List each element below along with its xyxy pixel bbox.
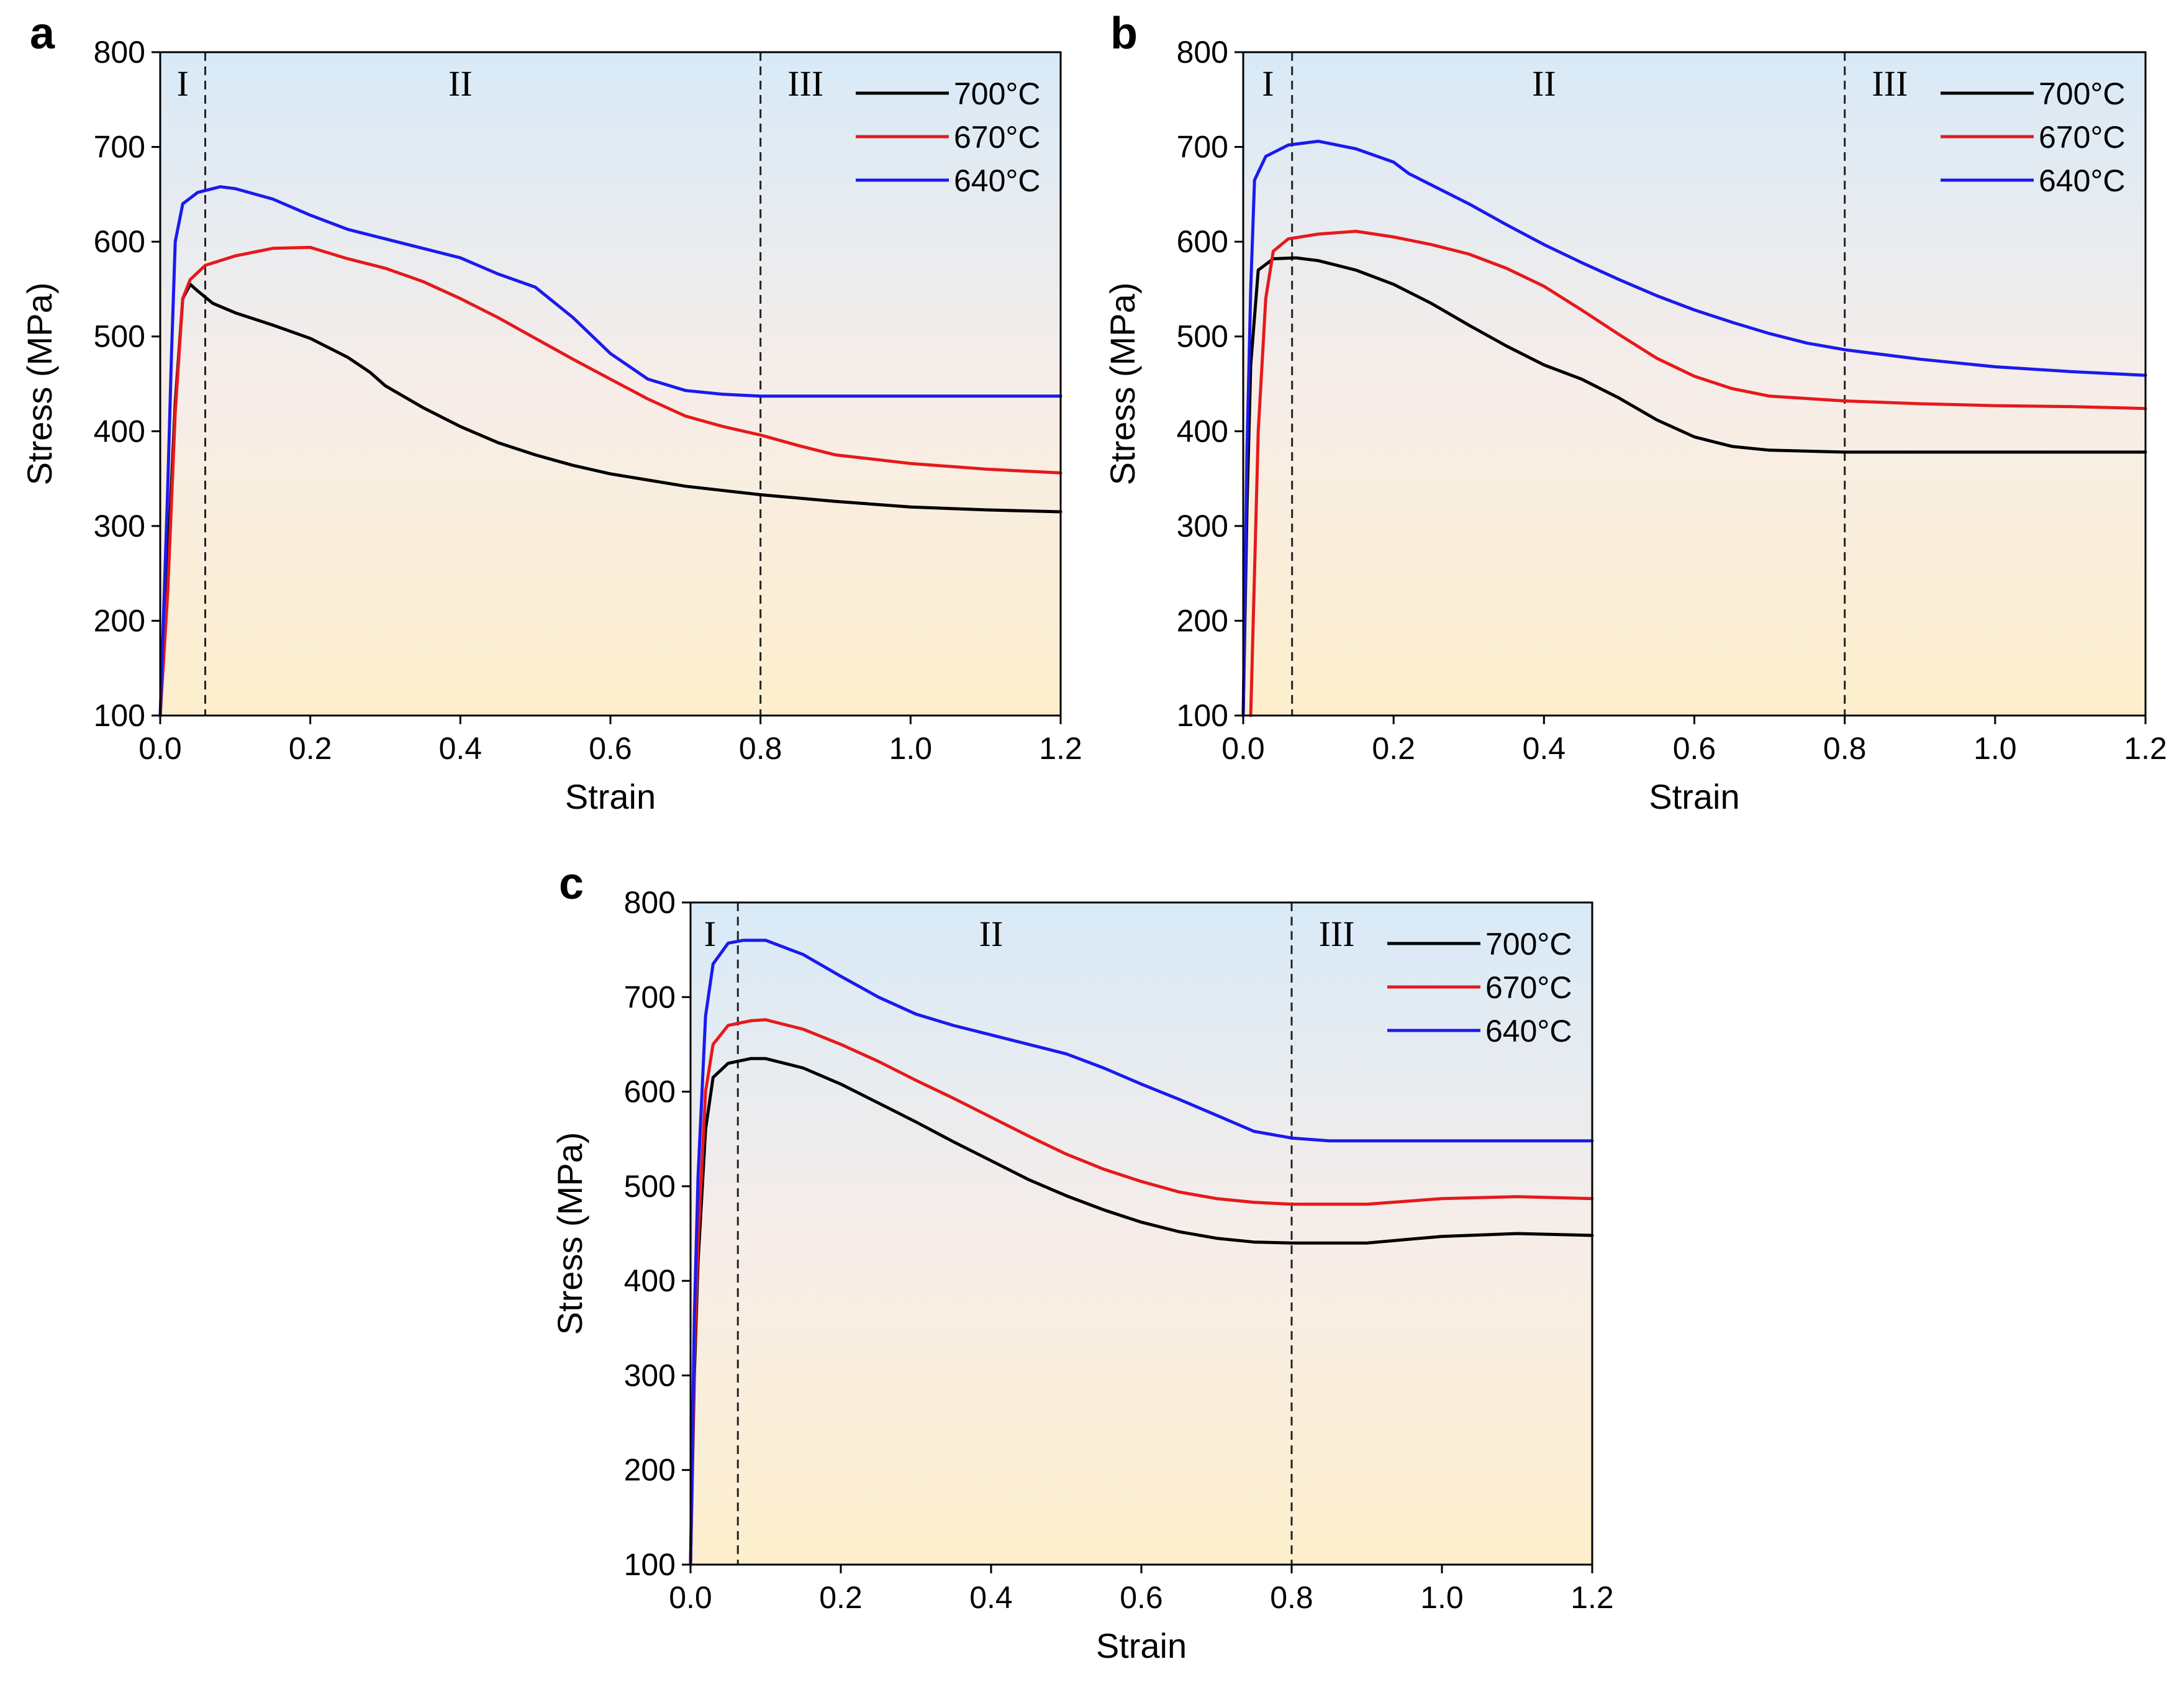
series-line <box>1249 229 2147 717</box>
x-tick-label: 0.6 <box>589 731 632 766</box>
y-tick-label: 700 <box>624 980 676 1014</box>
x-tick-label: 1.2 <box>2124 731 2167 766</box>
y-tick-label: 300 <box>1177 509 1228 543</box>
chart-panel-c: c I II III 0.0 0.2 0.4 0.6 0.8 1.0 1.2 100 200 300 400… <box>528 845 1646 1679</box>
y-axis-title: Stress (MPa) <box>550 1132 589 1335</box>
series-line <box>689 1018 1594 1566</box>
region-label: I <box>704 914 716 954</box>
plot-background <box>160 52 1061 716</box>
panel-letter: c <box>559 859 584 909</box>
x-tick-label: 0.4 <box>439 731 483 766</box>
y-tick-label: 200 <box>624 1453 676 1488</box>
region-label: III <box>1872 63 1908 104</box>
y-tick-label: 500 <box>624 1169 676 1204</box>
legend-label: 640°C <box>1485 1014 1572 1048</box>
y-tick-label: 700 <box>94 130 145 165</box>
x-tick-label: 1.0 <box>1420 1580 1464 1615</box>
plot-background <box>691 902 1592 1565</box>
legend-label: 640°C <box>954 163 1041 198</box>
chart-panel-a: a I II III 0.0 0.2 0.4 0.6 0.8 1.0 1.2 100 200 300 400… <box>0 0 1093 826</box>
region-label: II <box>1532 63 1556 104</box>
y-tick-label: 800 <box>1177 35 1228 70</box>
legend-label: 670°C <box>1485 970 1572 1005</box>
series-line <box>158 185 1063 717</box>
series-line <box>158 245 1063 717</box>
legend-label: 700°C <box>2039 76 2126 111</box>
y-tick-label: 300 <box>624 1358 676 1393</box>
x-tick-label: 1.0 <box>1973 731 2017 766</box>
x-tick-label: 0.8 <box>1270 1580 1313 1615</box>
region-label: III <box>1319 914 1355 954</box>
y-tick-label: 400 <box>94 414 145 448</box>
series-line <box>158 283 1063 717</box>
x-tick-label: 0.2 <box>819 1580 863 1615</box>
series-line <box>689 1057 1594 1566</box>
region-label: I <box>1262 63 1274 104</box>
legend-label: 700°C <box>1485 927 1572 961</box>
y-tick-label: 800 <box>624 885 676 920</box>
legend-label: 640°C <box>2039 163 2126 198</box>
y-tick-label: 100 <box>624 1547 676 1582</box>
chart-panel-b: b I II III 0.0 0.2 0.4 0.6 0.8 1.0 1.2 100 200 300 400… <box>1093 0 2184 826</box>
y-axis-title: Stress (MPa) <box>20 283 59 486</box>
panel-letter: a <box>30 9 55 58</box>
x-tick-label: 0.2 <box>289 731 332 766</box>
region-label: II <box>448 63 473 104</box>
y-tick-label: 100 <box>94 698 145 733</box>
x-tick-label: 0.4 <box>969 1580 1013 1615</box>
legend-label: 700°C <box>954 76 1041 111</box>
x-tick-label: 1.2 <box>1570 1580 1614 1615</box>
legend-label: 670°C <box>2039 120 2126 155</box>
y-tick-label: 500 <box>94 319 145 354</box>
x-axis-title: Strain <box>565 777 656 816</box>
x-tick-label: 0.0 <box>669 1580 712 1615</box>
x-axis-title: Strain <box>1096 1626 1187 1665</box>
x-tick-label: 0.6 <box>1673 731 1716 766</box>
series-line <box>689 939 1594 1566</box>
region-label: II <box>979 914 1004 954</box>
y-tick-label: 500 <box>1177 319 1228 354</box>
x-axis-title: Strain <box>1649 777 1739 816</box>
y-axis-title: Stress (MPa) <box>1103 283 1142 486</box>
y-tick-label: 400 <box>624 1263 676 1298</box>
x-tick-label: 1.2 <box>1039 731 1082 766</box>
y-tick-label: 700 <box>1177 130 1228 165</box>
x-tick-label: 0.2 <box>1372 731 1415 766</box>
region-label: III <box>787 63 823 104</box>
y-tick-label: 200 <box>1177 603 1228 638</box>
x-tick-label: 0.0 <box>1221 731 1265 766</box>
series-line <box>1241 256 2147 717</box>
y-tick-label: 600 <box>624 1075 676 1109</box>
y-tick-label: 100 <box>1177 698 1228 733</box>
legend-label: 670°C <box>954 120 1041 155</box>
y-tick-label: 300 <box>94 509 145 543</box>
x-tick-label: 0.6 <box>1120 1580 1163 1615</box>
x-tick-label: 0.0 <box>138 731 182 766</box>
panel-letter: b <box>1110 9 1138 58</box>
y-tick-label: 600 <box>1177 224 1228 259</box>
y-tick-label: 400 <box>1177 414 1228 448</box>
x-tick-label: 0.8 <box>1823 731 1867 766</box>
series-line <box>1241 139 2147 717</box>
y-tick-label: 600 <box>94 224 145 259</box>
x-tick-label: 0.4 <box>1523 731 1566 766</box>
x-tick-label: 0.8 <box>739 731 782 766</box>
x-tick-label: 1.0 <box>889 731 933 766</box>
plot-background <box>1243 52 2145 716</box>
y-tick-label: 800 <box>94 35 145 70</box>
region-label: I <box>177 63 189 104</box>
y-tick-label: 200 <box>94 603 145 638</box>
